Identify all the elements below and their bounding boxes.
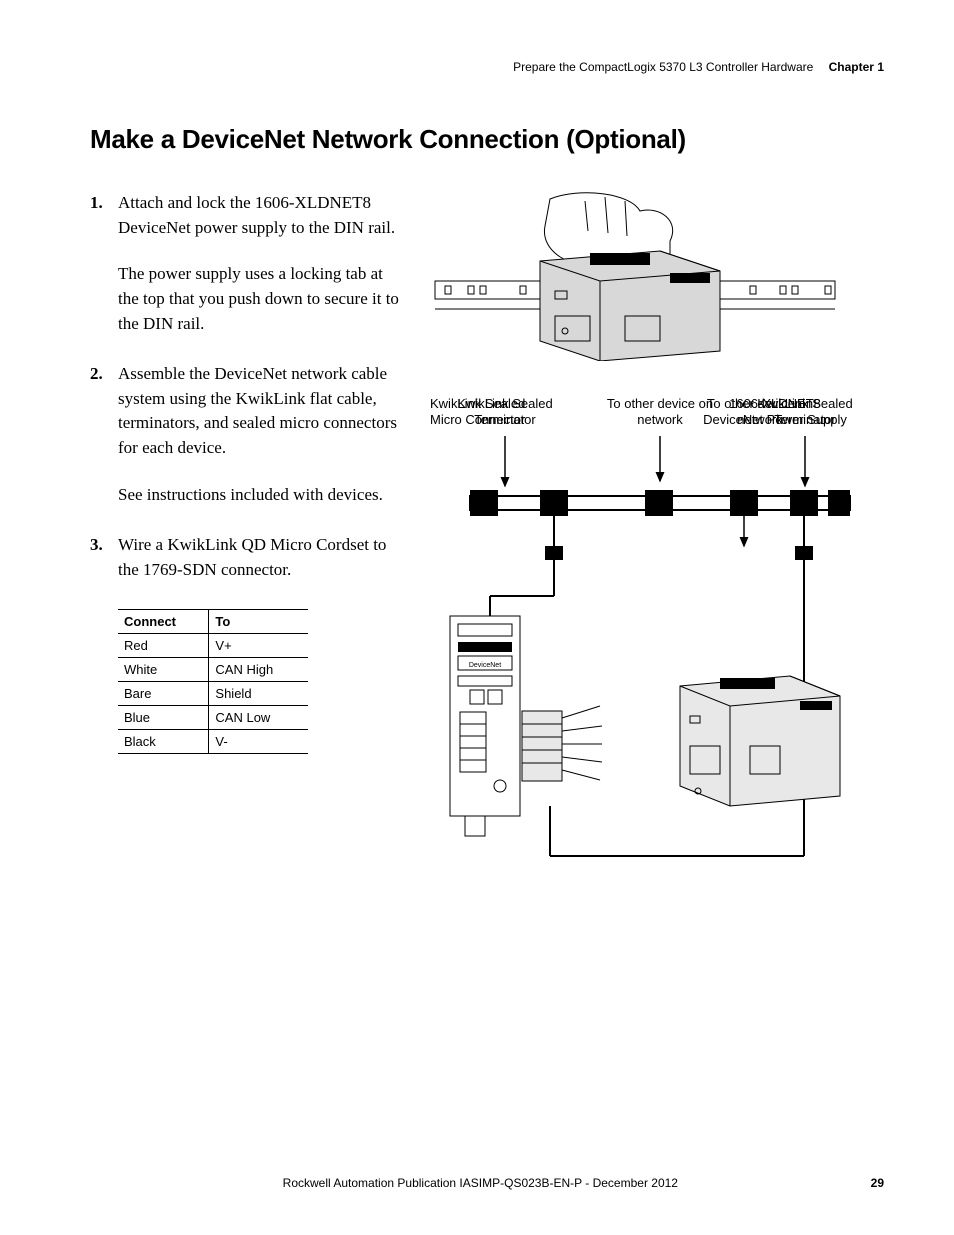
- running-header: Prepare the CompactLogix 5370 L3 Control…: [90, 60, 884, 74]
- section-title: Make a DeviceNet Network Connection (Opt…: [90, 124, 884, 155]
- step-list: Attach and lock the 1606-XLDNET8 DeviceN…: [90, 191, 400, 583]
- figure-network: KwikLink SealedTerminator To other devic…: [430, 396, 870, 866]
- page-number: 29: [871, 1176, 884, 1190]
- breadcrumb: Prepare the CompactLogix 5370 L3 Control…: [513, 60, 813, 74]
- chapter-label: Chapter 1: [829, 60, 884, 74]
- publication-id: Rockwell Automation Publication IASIMP-Q…: [90, 1176, 871, 1190]
- figure-din-rail: [430, 191, 840, 361]
- table-row: BlackV-: [118, 729, 308, 753]
- wire-table: Connect To RedV+ WhiteCAN High BareShiel…: [118, 609, 308, 754]
- step-2-lead: Assemble the DeviceNet network cable sys…: [118, 364, 397, 457]
- wire-col-to: To: [209, 609, 308, 633]
- step-3: Wire a KwikLink QD Micro Cordset to the …: [90, 533, 400, 582]
- wire-col-connect: Connect: [118, 609, 209, 633]
- sdn-module-icon: DeviceNet: [450, 616, 520, 836]
- table-row: BareShield: [118, 681, 308, 705]
- connector-block-icon: [522, 706, 602, 781]
- table-row: BlueCAN Low: [118, 705, 308, 729]
- step-1-lead: Attach and lock the 1606-XLDNET8 DeviceN…: [118, 193, 395, 237]
- step-2: Assemble the DeviceNet network cable sys…: [90, 362, 400, 507]
- step-2-para: See instructions included with devices.: [118, 483, 400, 508]
- step-1-para: The power supply uses a locking tab at t…: [118, 262, 400, 336]
- table-row: RedV+: [118, 633, 308, 657]
- network-diagram-svg: DeviceNet: [430, 396, 870, 866]
- power-supply-icon: [680, 676, 840, 806]
- table-row: WhiteCAN High: [118, 657, 308, 681]
- step-1: Attach and lock the 1606-XLDNET8 DeviceN…: [90, 191, 400, 336]
- step-3-lead: Wire a KwikLink QD Micro Cordset to the …: [118, 535, 386, 579]
- svg-text:DeviceNet: DeviceNet: [469, 662, 501, 669]
- page-footer: Rockwell Automation Publication IASIMP-Q…: [90, 1176, 884, 1190]
